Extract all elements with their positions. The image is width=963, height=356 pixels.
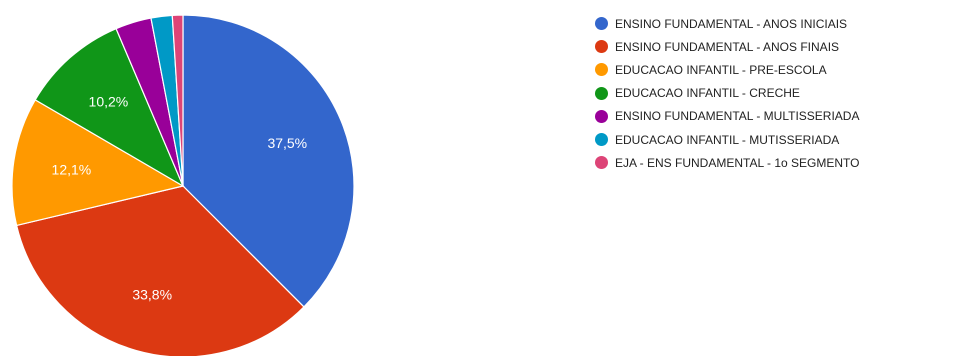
legend-label: ENSINO FUNDAMENTAL - MULTISSERIADA	[615, 109, 860, 124]
legend-swatch	[595, 63, 608, 77]
pie-slice[interactable]	[182, 14, 355, 308]
legend-item[interactable]: ENSINO FUNDAMENTAL - ANOS INICIAIS	[595, 12, 860, 35]
pie-slice[interactable]	[15, 185, 305, 356]
pie-slice[interactable]	[11, 99, 185, 227]
legend-label: ENSINO FUNDAMENTAL - ANOS INICIAIS	[615, 16, 848, 31]
pie-slice[interactable]	[171, 14, 184, 187]
legend-item[interactable]: EJA - ENS FUNDAMENTAL - 1o SEGMENTO	[595, 151, 860, 174]
legend-item[interactable]: EDUCACAO INFANTIL - MUTISSERIADA	[595, 128, 860, 151]
legend-item[interactable]: ENSINO FUNDAMENTAL - ANOS FINAIS	[595, 35, 860, 58]
legend-swatch	[595, 109, 608, 123]
legend-label: EJA - ENS FUNDAMENTAL - 1o SEGMENTO	[615, 155, 860, 170]
legend-label: EDUCACAO INFANTIL - MUTISSERIADA	[615, 132, 840, 147]
slice-data-label: 12,1%	[52, 161, 92, 177]
slice-data-label: 37,5%	[267, 135, 307, 151]
slice-data-label: 33,8%	[132, 287, 172, 303]
pie-slices	[11, 14, 355, 356]
legend-item[interactable]: EDUCACAO INFANTIL - PRE-ESCOLA	[595, 58, 860, 81]
legend-swatch	[595, 156, 608, 170]
legend-swatch	[595, 17, 608, 31]
legend-swatch	[595, 133, 608, 147]
legend-item[interactable]: ENSINO FUNDAMENTAL - MULTISSERIADA	[595, 105, 860, 128]
legend-swatch	[595, 86, 608, 100]
pie-slice[interactable]	[34, 27, 185, 188]
legend-label: ENSINO FUNDAMENTAL - ANOS FINAIS	[615, 39, 840, 54]
legend: ENSINO FUNDAMENTAL - ANOS INICIAIS ENSINO…	[595, 12, 860, 174]
pie-slice-labels: 37,5% 33,8% 12,1% 10,2%	[52, 93, 308, 302]
legend-item[interactable]: EDUCACAO INFANTIL - CRECHE	[595, 82, 860, 105]
legend-label: EDUCACAO INFANTIL - PRE-ESCOLA	[615, 62, 827, 77]
legend-swatch	[595, 40, 608, 54]
legend-label: EDUCACAO INFANTIL - CRECHE	[615, 86, 800, 101]
slice-data-label: 10,2%	[89, 93, 129, 109]
